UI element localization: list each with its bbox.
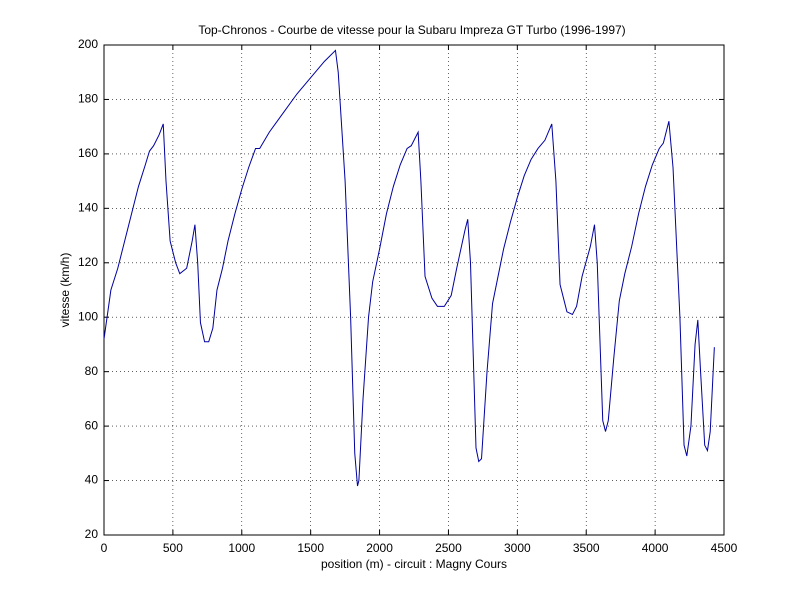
x-tick-label: 500 (163, 541, 183, 555)
x-tick-label: 1500 (297, 541, 324, 555)
x-tick-label: 2500 (435, 541, 462, 555)
y-tick-label: 200 (78, 37, 98, 51)
plot-frame (103, 44, 725, 536)
chart-title: Top-Chronos - Courbe de vitesse pour la … (198, 23, 625, 37)
x-tick-label: 1000 (228, 541, 255, 555)
data-line (103, 49, 715, 487)
x-tick-label: 4000 (642, 541, 669, 555)
y-tick-label: 60 (85, 418, 99, 432)
y-axis-label: vitesse (km/h) (58, 253, 72, 328)
x-tick-label: 2000 (366, 541, 393, 555)
y-tick-label: 140 (78, 201, 98, 215)
y-tick-label: 80 (85, 364, 99, 378)
y-tick-label: 180 (78, 92, 98, 106)
y-tick-label: 100 (78, 309, 98, 323)
x-tick-label: 3500 (573, 541, 600, 555)
y-tick-label: 20 (85, 527, 99, 541)
x-axis-label: position (m) - circuit : Magny Cours (321, 557, 507, 571)
y-tick-label: 40 (85, 473, 99, 487)
x-tick-label: 4500 (711, 541, 738, 555)
y-tick-label: 120 (78, 255, 98, 269)
x-tick-label: 0 (101, 541, 108, 555)
y-tick-label: 160 (78, 146, 98, 160)
x-tick-label: 3000 (504, 541, 531, 555)
